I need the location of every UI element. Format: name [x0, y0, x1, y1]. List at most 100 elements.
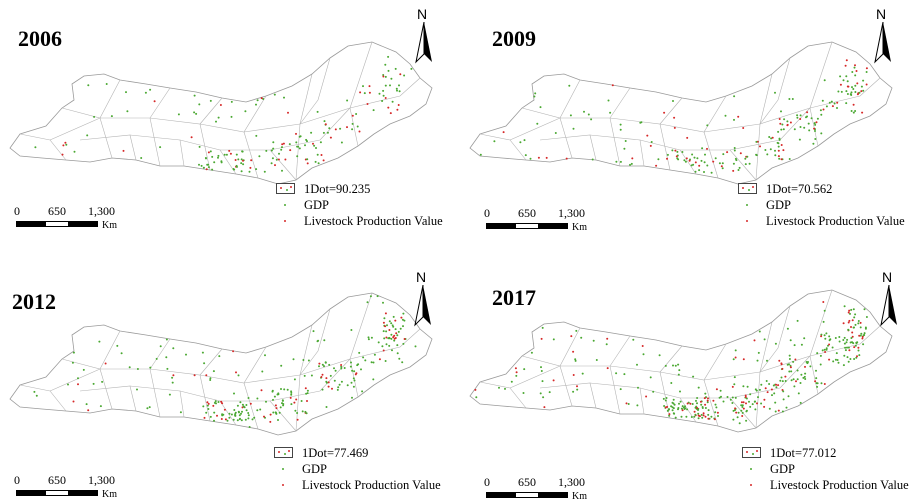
gdp-dot — [854, 91, 857, 93]
livestock-dot — [856, 355, 858, 358]
gdp-dot — [207, 408, 210, 410]
livestock-dot — [782, 149, 785, 152]
gdp-dot — [321, 388, 324, 391]
gdp-dot — [288, 143, 291, 146]
gdp-dot — [237, 158, 240, 161]
gdp-dot — [847, 360, 850, 363]
gdp-dot — [732, 358, 735, 361]
gdp-dot — [722, 153, 725, 156]
admin-boundary — [509, 117, 561, 141]
gdp-dot — [820, 382, 823, 385]
gdp-dot — [370, 361, 373, 364]
gdp-dot — [299, 135, 302, 138]
gdp-dot — [236, 419, 239, 422]
admin-boundary — [659, 123, 671, 171]
gdp-dot — [777, 145, 780, 148]
livestock-dot — [677, 373, 680, 376]
gdp-dot — [370, 336, 373, 339]
gdp-dot — [360, 368, 362, 371]
dot-density-map — [469, 41, 893, 185]
gdp-dot — [244, 418, 247, 421]
gdp-dot — [235, 153, 238, 156]
gdp-dot — [328, 127, 331, 130]
livestock-dot — [851, 319, 854, 322]
scale-unit: Km — [572, 491, 587, 502]
livestock-dot — [847, 321, 850, 324]
livestock-dot — [854, 344, 857, 347]
gdp-dot — [779, 379, 782, 382]
gdp-dot — [698, 169, 701, 172]
gdp-dot — [784, 380, 787, 382]
gdp-dot — [803, 126, 806, 129]
gdp-dot — [701, 147, 704, 150]
gdp-dot — [153, 100, 156, 103]
gdp-dot — [808, 129, 811, 132]
gdp-dot — [760, 383, 763, 386]
gdp-dot — [823, 348, 826, 351]
gdp-dot — [678, 402, 680, 405]
gdp-dot — [753, 339, 756, 342]
livestock-dot — [340, 364, 343, 366]
admin-boundary — [99, 368, 113, 410]
gdp-dot — [707, 409, 710, 412]
gdp-dot — [390, 337, 393, 340]
gdp-dot — [403, 319, 406, 322]
gdp-dot — [671, 149, 674, 152]
gdp-dot — [802, 376, 805, 379]
gdp-dot — [780, 128, 783, 131]
gdp-dot — [533, 95, 536, 98]
livestock-dot — [786, 124, 789, 127]
livestock-dot — [580, 336, 583, 339]
gdp-dot — [717, 415, 719, 417]
gdp-dot — [149, 366, 152, 369]
gdp-dot — [349, 365, 352, 368]
admin-boundary — [79, 385, 137, 412]
gdp-dot — [395, 332, 398, 335]
gdp-dot — [394, 328, 397, 331]
gdp-dot — [105, 83, 108, 85]
gdp-dot — [836, 359, 839, 361]
gdp-dot — [793, 128, 796, 131]
gdp-dot — [241, 410, 243, 413]
gdp-dot — [862, 79, 865, 82]
gdp-dot — [384, 63, 387, 66]
gdp-dot — [148, 406, 151, 409]
gdp-dot — [843, 305, 846, 308]
gdp-legend-label: GDP — [302, 462, 328, 476]
livestock-dot — [732, 169, 735, 172]
livestock-dot — [146, 407, 149, 410]
livestock-dot — [825, 332, 828, 335]
gdp-dot-symbol — [750, 468, 752, 470]
gdp-dot — [87, 84, 90, 87]
livestock-dot — [713, 418, 716, 421]
livestock-dot — [366, 103, 369, 105]
gdp-dot — [672, 398, 675, 401]
dot-value-label: 1Dot=70.562 — [766, 182, 833, 196]
gdp-dot — [786, 363, 789, 366]
gdp-dot — [749, 405, 752, 408]
north-arrow-icon — [415, 22, 432, 64]
gdp-dot — [615, 372, 618, 375]
gdp-dot — [385, 343, 388, 346]
livestock-dot — [702, 414, 705, 417]
gdp-dot — [364, 359, 367, 362]
livestock-dot — [664, 406, 667, 409]
gdp-dot — [715, 406, 718, 409]
gdp-dot — [671, 401, 674, 404]
scale-unit: Km — [102, 489, 117, 500]
gdp-dot — [857, 349, 860, 352]
livestock-dot — [393, 334, 396, 337]
livestock-dot — [831, 105, 834, 108]
livestock-dot — [674, 364, 677, 367]
livestock-dot — [273, 93, 276, 96]
gdp-dot — [774, 342, 777, 345]
gdp-dot — [700, 403, 703, 406]
gdp-legend-label: GDP — [770, 462, 796, 476]
livestock-dot — [394, 337, 397, 339]
gdp-dot — [734, 157, 737, 160]
gdp-dot — [310, 374, 313, 377]
gdp-dot — [237, 374, 240, 377]
livestock-dot — [813, 127, 816, 130]
gdp-dot — [788, 98, 791, 100]
gdp-dot — [775, 386, 778, 389]
